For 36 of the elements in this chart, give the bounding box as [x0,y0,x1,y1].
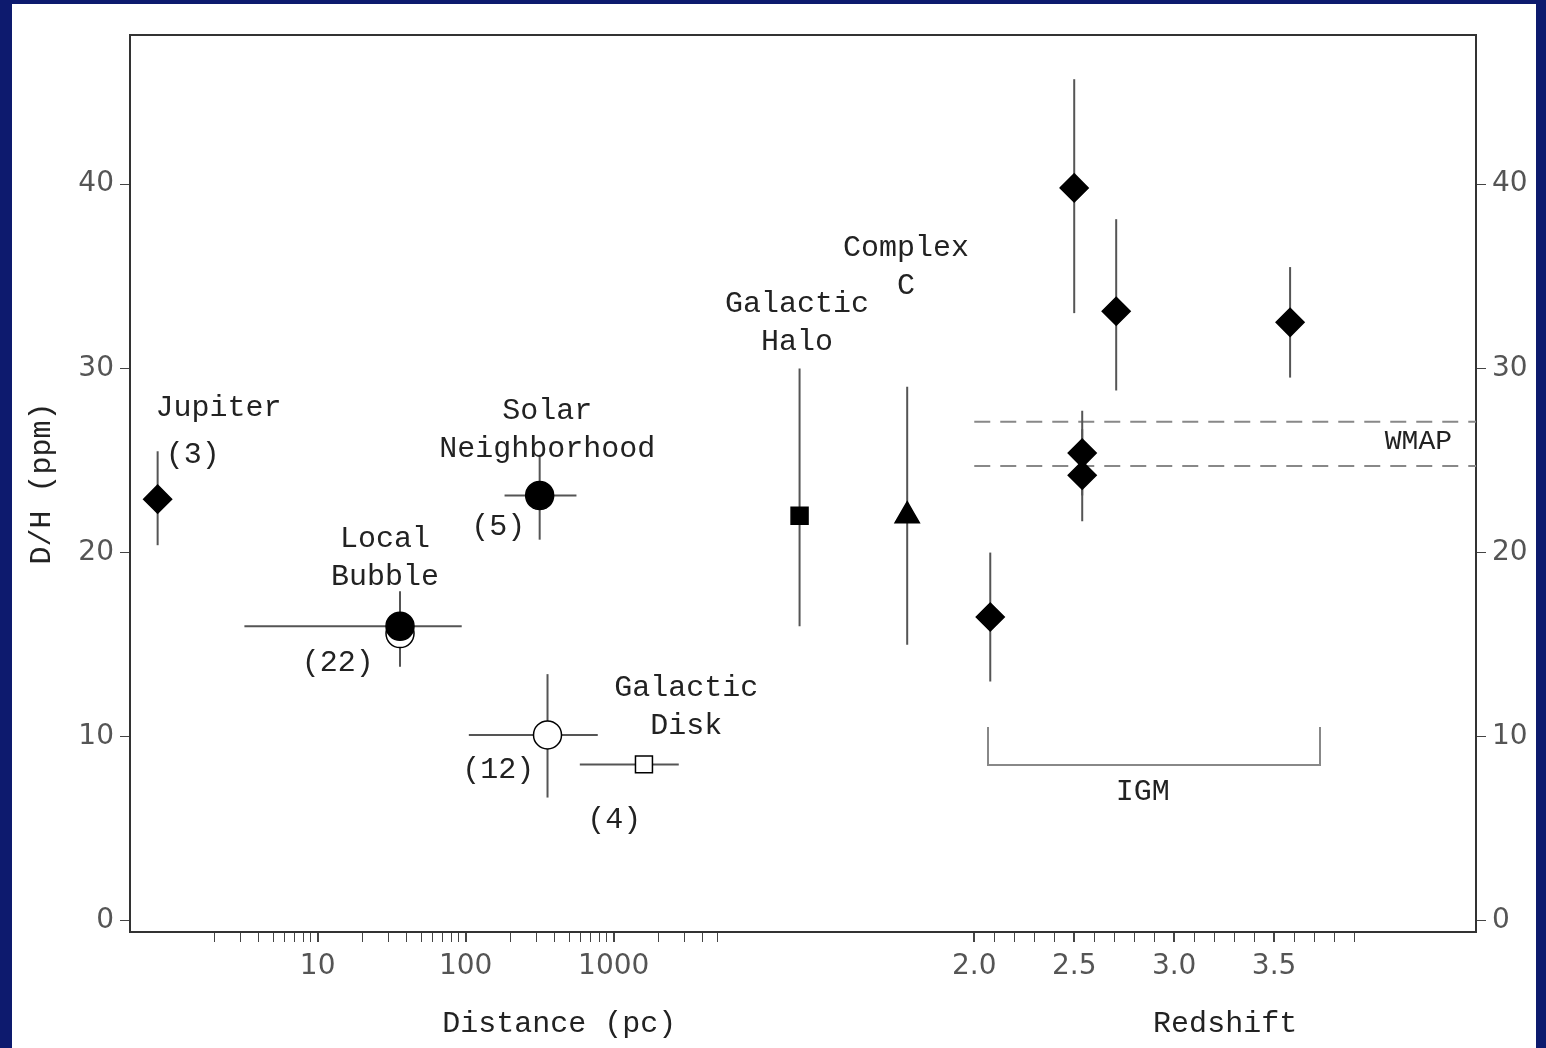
x-tick-label: 3.5 [1251,948,1297,982]
y-tick-label: 10 [1492,718,1528,752]
y-tick-label: 30 [78,349,114,383]
x-tick-label: 2.5 [1051,948,1097,982]
y-tick-label: 0 [1492,902,1510,936]
y-tick-label: 40 [1492,165,1528,199]
point [975,602,1006,632]
y-axis-title: D/H (ppm) [24,402,59,565]
annotation: Solar Neighborhood [439,393,656,466]
y-tick-label: 20 [78,533,114,567]
annotation: (3) [165,437,220,472]
point [1101,296,1131,327]
annotation: (22) [301,645,374,680]
ref-line-label: WMAP [1384,426,1452,458]
point [1059,173,1089,203]
annotation: Galactic Halo [725,286,870,359]
y-tick-label: 30 [1492,349,1528,383]
x-axis-title: Redshift [1153,1006,1298,1041]
y-tick-label: 10 [78,718,114,752]
x-tick-label: 100 [438,948,493,982]
x-tick-label: 3.0 [1151,948,1197,982]
annotation: Local Bubble [330,521,439,594]
x-tick-label: 1000 [578,948,650,982]
annotation: Jupiter [155,391,282,426]
annotation: (4) [587,802,642,837]
y-tick-label: 0 [96,902,114,936]
x-tick-label: 10 [299,948,336,982]
annotation: (5) [471,510,526,545]
x-axis-title: Distance (pc) [442,1006,677,1041]
y-tick-label: 20 [1492,533,1528,567]
annotation: IGM [1115,775,1170,810]
y-tick-label: 40 [78,165,114,199]
x-tick-label: 2.0 [952,948,997,982]
annotation: Galactic Disk [614,670,759,743]
annotation: (12) [462,752,535,787]
point [1275,307,1305,338]
